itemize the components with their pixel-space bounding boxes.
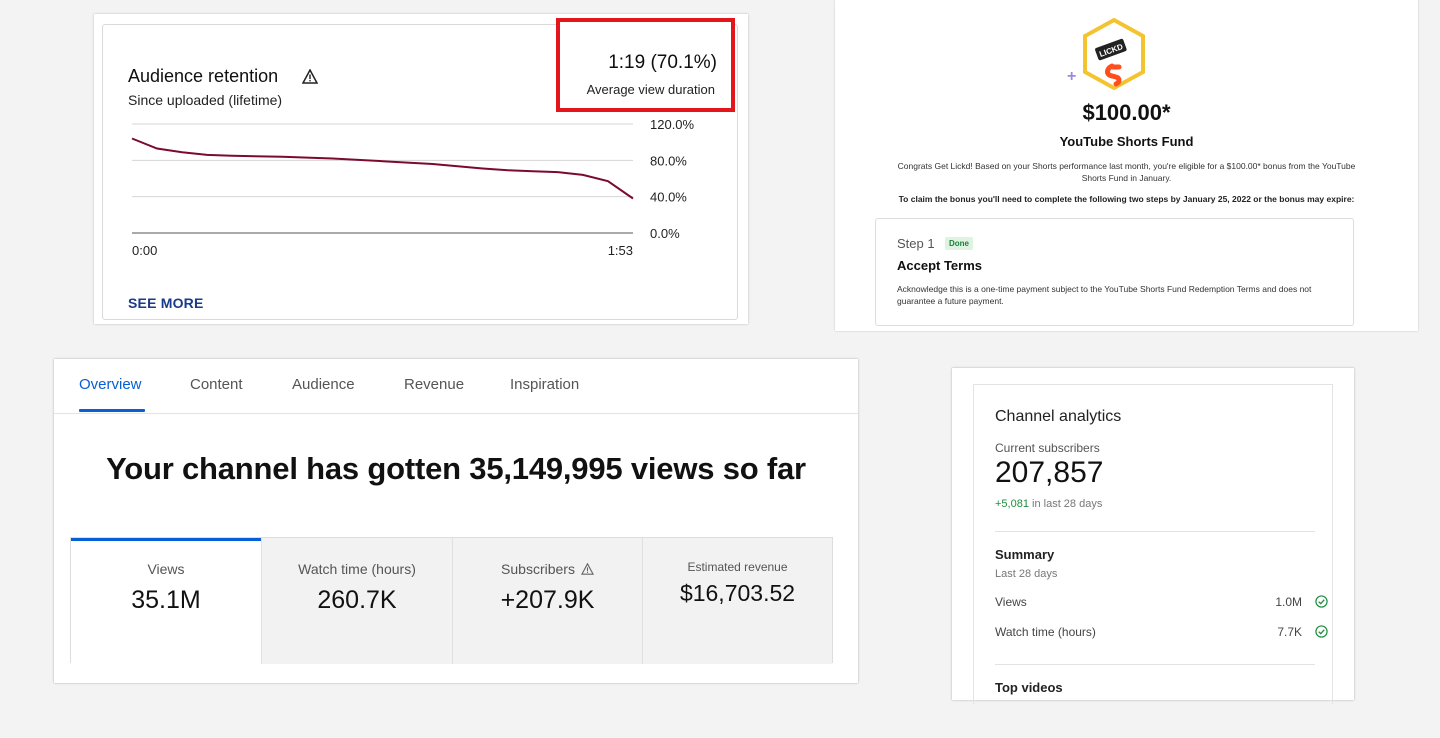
- metric-card-revenue[interactable]: Estimated revenue $16,703.52: [642, 538, 832, 664]
- average-view-duration-value: 1:19 (70.1%): [608, 52, 717, 73]
- tab-overview[interactable]: Overview: [79, 376, 142, 393]
- x-tick-label: 0:00: [132, 243, 157, 258]
- channel-overview-card: Overview Content Audience Revenue Inspir…: [54, 359, 858, 683]
- sparkle-icon: +: [1067, 68, 1077, 85]
- fund-name: YouTube Shorts Fund: [1059, 134, 1194, 149]
- active-tab-indicator: [79, 409, 145, 412]
- retention-series-line[interactable]: [131, 137, 634, 200]
- metric-label: Views: [147, 561, 185, 577]
- fund-claim-instructions: To claim the bonus you'll need to comple…: [898, 194, 1355, 204]
- channel-card-frame: [973, 384, 1333, 704]
- active-metric-indicator: [71, 538, 261, 541]
- channel-analytics-card: Channel analytics Current subscribers 20…: [952, 368, 1354, 704]
- y-tick-label: 0.0%: [650, 226, 680, 241]
- metric-label-row: Subscribers: [453, 561, 642, 577]
- divider: [995, 664, 1315, 665]
- metric-card-watch-time[interactable]: Watch time (hours) 260.7K: [261, 538, 452, 664]
- retention-card-frame: [102, 24, 738, 320]
- channel-analytics-title: Channel analytics: [995, 408, 1122, 425]
- metric-label: Watch time (hours): [298, 561, 416, 577]
- warning-icon[interactable]: [580, 563, 594, 575]
- metric-label: Subscribers: [501, 561, 575, 577]
- step-label: Step 1: [897, 236, 935, 251]
- summary-range: Last 28 days: [995, 568, 1058, 580]
- top-videos-title: Top videos: [995, 680, 1063, 695]
- metric-cards: Views 35.1M Watch time (hours) 260.7K Su…: [70, 537, 833, 664]
- y-tick-label: 80.0%: [650, 153, 687, 168]
- metric-value: $16,703.52: [679, 580, 796, 606]
- total-views-headline: Your channel has gotten 35,149,995 views…: [106, 451, 806, 486]
- y-tick-label: 120.0%: [650, 117, 695, 132]
- check-circle-icon: [1315, 625, 1328, 638]
- metric-value: +207.9K: [500, 586, 595, 614]
- metric-value: 35.1M: [131, 586, 201, 614]
- metric-label: Estimated revenue: [687, 560, 788, 574]
- y-tick-label: 40.0%: [650, 190, 687, 205]
- retention-title: Audience retention: [128, 66, 279, 86]
- average-view-duration-label: Average view duration: [586, 82, 715, 97]
- summary-row-value: 7.7K: [1277, 625, 1302, 639]
- audience-retention-card: Audience retention Since uploaded (lifet…: [94, 14, 748, 324]
- summary-row-label: Views: [995, 595, 1027, 609]
- step-title: Accept Terms: [897, 258, 983, 273]
- step-description: Acknowledge this is a one-time payment s…: [897, 284, 1312, 306]
- check-circle-icon: [1315, 595, 1328, 608]
- metric-card-views[interactable]: Views 35.1M: [71, 538, 261, 664]
- lickd-badge-icon: LICKD: [1083, 17, 1145, 91]
- summary-row-value: 1.0M: [1275, 595, 1302, 609]
- retention-chart: 120.0% 80.0% 40.0% 0.0% 0:00 1:53: [131, 117, 695, 258]
- tab-inspiration[interactable]: Inspiration: [510, 376, 580, 393]
- tab-audience[interactable]: Audience: [292, 376, 355, 393]
- summary-row-label: Watch time (hours): [995, 625, 1096, 639]
- divider: [995, 531, 1315, 532]
- see-more-link[interactable]: SEE MORE: [128, 295, 204, 311]
- subscriber-change-period: in last 28 days: [1032, 498, 1103, 510]
- shorts-fund-card: + LICKD $100.00* YouTube Shorts Fund Con…: [835, 0, 1418, 331]
- warning-icon[interactable]: [302, 69, 318, 84]
- step-1-box: Step 1 Done Accept Terms Acknowledge thi…: [875, 218, 1354, 326]
- summary-title: Summary: [995, 547, 1055, 562]
- bonus-amount: $100.00*: [1082, 100, 1171, 125]
- x-tick-label: 1:53: [608, 243, 633, 258]
- retention-subtitle: Since uploaded (lifetime): [128, 92, 283, 108]
- tab-content[interactable]: Content: [190, 376, 243, 393]
- tab-revenue[interactable]: Revenue: [404, 376, 465, 393]
- step-status-badge: Done: [945, 237, 973, 250]
- fund-message: Congrats Get Lickd! Based on your Shorts…: [897, 161, 1356, 183]
- metric-value: 260.7K: [317, 586, 397, 614]
- current-subscribers-value: 207,857: [995, 456, 1104, 489]
- analytics-tab-bar: Overview Content Audience Revenue Inspir…: [54, 359, 858, 414]
- average-view-duration-highlight: 1:19 (70.1%) Average view duration: [556, 18, 735, 112]
- current-subscribers-label: Current subscribers: [995, 441, 1100, 455]
- subscriber-change-value: +5,081: [995, 498, 1029, 510]
- metric-card-subscribers[interactable]: Subscribers +207.9K: [452, 538, 642, 664]
- subscriber-change: +5,081 in last 28 days: [995, 498, 1102, 510]
